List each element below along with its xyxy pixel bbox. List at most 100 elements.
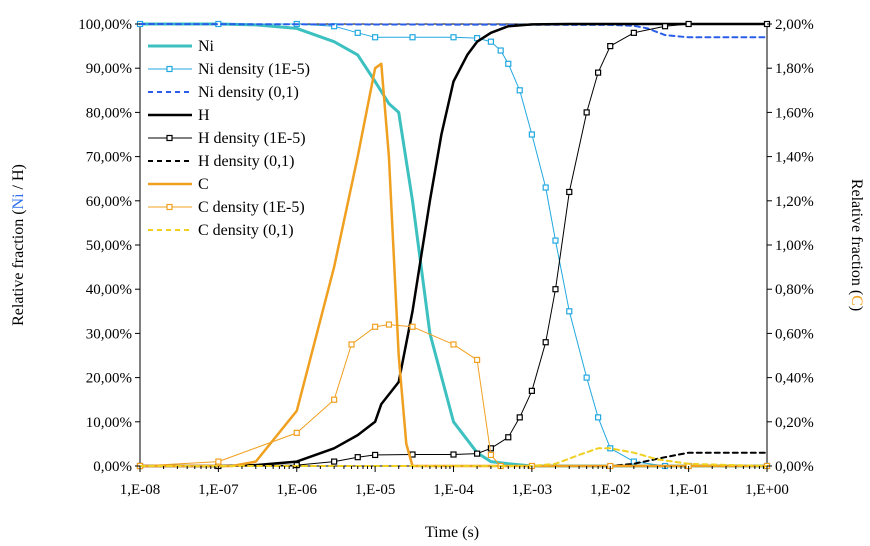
data-point bbox=[487, 38, 494, 45]
data-point bbox=[497, 47, 504, 54]
y-right-axis-title: Relative fraction (C) bbox=[848, 179, 865, 311]
y-left-tick-label: 60,00% bbox=[86, 194, 132, 210]
x-tick-label: 1,E-01 bbox=[668, 482, 708, 498]
data-point bbox=[215, 458, 222, 465]
data-point bbox=[595, 69, 602, 76]
x-tick-label: 1,E+00 bbox=[745, 482, 789, 498]
legend-entry-label: Ni density (0,1) bbox=[198, 84, 299, 101]
y-right-tick-label: 1,60% bbox=[775, 105, 814, 121]
x-tick-label: 1,E-08 bbox=[120, 482, 160, 498]
axis-title-part: ) bbox=[848, 306, 865, 311]
data-point bbox=[372, 451, 379, 459]
y-left-tick-label: 70,00% bbox=[86, 150, 132, 166]
y-right-tick-label: 1,80% bbox=[775, 61, 814, 77]
series-c-density-1e-5- bbox=[136, 321, 771, 470]
series-c bbox=[138, 62, 769, 468]
data-point bbox=[409, 34, 416, 41]
y-left-tick-label: 90,00% bbox=[86, 61, 132, 77]
y-right-tick-label: 1,40% bbox=[775, 150, 814, 166]
axis-title-part: H bbox=[10, 169, 27, 181]
data-point bbox=[685, 20, 692, 28]
data-point bbox=[542, 184, 549, 191]
legend-entry-label: H density (1E-5) bbox=[198, 130, 306, 147]
data-point bbox=[487, 445, 494, 452]
y-left-tick-label: 40,00% bbox=[86, 282, 132, 298]
data-point bbox=[354, 29, 361, 36]
legend-marker bbox=[166, 134, 173, 142]
series-h-density-1e-5- bbox=[136, 20, 771, 470]
x-tick-label: 1,E-03 bbox=[512, 482, 552, 498]
data-point bbox=[566, 308, 573, 315]
legend-entry-label: C density (1E-5) bbox=[198, 199, 305, 216]
data-point bbox=[331, 458, 338, 465]
data-point bbox=[583, 109, 590, 116]
data-point bbox=[450, 34, 457, 41]
data-point bbox=[528, 131, 535, 138]
y-right-tick-label: 0,60% bbox=[775, 326, 814, 342]
data-point bbox=[552, 237, 559, 244]
series-ni bbox=[138, 22, 769, 468]
axis-title-part: C bbox=[848, 295, 865, 306]
data-point bbox=[505, 60, 512, 67]
data-point bbox=[516, 414, 523, 421]
axis-title-part: ) bbox=[10, 164, 27, 169]
axis-ticks: 0,00% 10,00% 20,00% 30,00% 40,00% 50,00% 60,00… bbox=[78, 17, 814, 498]
data-point bbox=[566, 188, 573, 196]
series-line bbox=[138, 62, 769, 468]
series-line bbox=[139, 324, 768, 467]
data-point bbox=[595, 414, 602, 421]
data-point bbox=[331, 396, 338, 403]
series-c-density-0-1- bbox=[139, 447, 768, 467]
y-left-axis-title: Relative fraction (Ni / H) bbox=[10, 164, 27, 326]
data-point bbox=[450, 451, 457, 458]
data-point bbox=[607, 42, 614, 50]
series-line bbox=[138, 22, 769, 468]
data-point bbox=[487, 451, 494, 459]
legend: Ni Ni density (1E-5) Ni density (0,1) H H de… bbox=[148, 38, 310, 239]
data-point bbox=[372, 323, 379, 330]
y-left-tick-label: 100,00% bbox=[78, 17, 132, 33]
data-point bbox=[450, 341, 457, 348]
axis-title-part: Relative fraction ( bbox=[848, 179, 865, 295]
legend-marker bbox=[166, 65, 173, 73]
series-line bbox=[138, 22, 769, 468]
legend-marker bbox=[166, 203, 173, 211]
y-left-tick-label: 30,00% bbox=[86, 326, 132, 342]
y-left-tick-label: 20,00% bbox=[86, 371, 132, 387]
axis-title-part: Relative fraction ( bbox=[10, 209, 27, 325]
x-tick-label: 1,E-02 bbox=[590, 482, 630, 498]
legend-entry-label: Ni bbox=[198, 38, 215, 55]
axis-title-part: Ni bbox=[10, 193, 27, 210]
y-left-tick-label: 0,00% bbox=[93, 459, 132, 475]
data-point bbox=[583, 374, 590, 381]
data-point bbox=[661, 23, 669, 30]
data-point bbox=[293, 429, 300, 436]
x-tick-label: 1,E-05 bbox=[355, 482, 395, 498]
y-left-tick-label: 50,00% bbox=[86, 238, 132, 254]
x-tick-label: 1,E-06 bbox=[277, 482, 318, 498]
x-tick-label: 1,E-07 bbox=[198, 482, 239, 498]
series-line bbox=[139, 23, 768, 467]
data-point bbox=[409, 323, 416, 330]
data-point bbox=[348, 341, 355, 348]
data-point bbox=[505, 434, 512, 441]
y-right-tick-label: 0,80% bbox=[775, 282, 814, 298]
y-right-tick-label: 0,00% bbox=[775, 459, 814, 475]
data-point bbox=[630, 29, 637, 36]
x-axis-title: Time (s) bbox=[425, 524, 479, 541]
y-right-tick-label: 1,00% bbox=[775, 238, 814, 254]
x-tick-label: 1,E-04 bbox=[433, 482, 474, 498]
series-h bbox=[138, 22, 769, 468]
legend-entry-label: H bbox=[198, 107, 210, 124]
legend-entry-label: C bbox=[198, 176, 209, 193]
y-right-tick-label: 2,00% bbox=[775, 17, 814, 33]
legend-entry-label: H density (0,1) bbox=[198, 153, 294, 170]
legend-entry-label: C density (0,1) bbox=[198, 222, 294, 239]
legend-entry-label: Ni density (1E-5) bbox=[198, 61, 310, 78]
data-point bbox=[528, 387, 535, 394]
y-right-tick-label: 0,20% bbox=[775, 415, 814, 431]
y-right-tick-label: 1,20% bbox=[775, 194, 814, 210]
data-point bbox=[473, 450, 481, 457]
data-point bbox=[552, 286, 559, 293]
